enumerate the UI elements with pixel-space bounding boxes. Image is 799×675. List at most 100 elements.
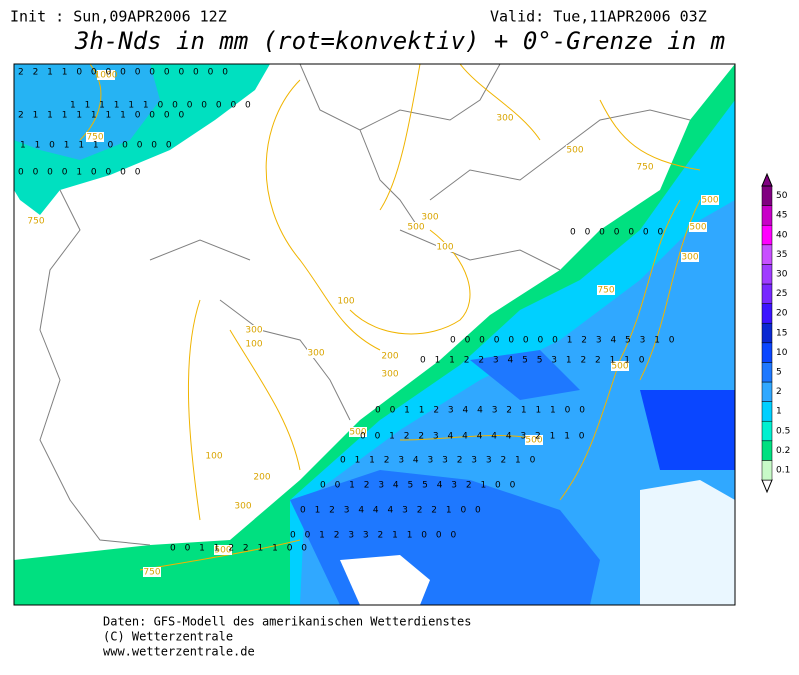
legend-swatch — [761, 460, 773, 481]
legend-label: 45 — [776, 211, 787, 221]
contour-label: 100 — [436, 243, 453, 253]
precip-digit-row: 0 0 1 1 2 3 4 4 3 2 1 1 1 0 0 — [375, 406, 588, 416]
legend-label: 5 — [776, 368, 782, 378]
precip-digit-row: 0 0 0 0 0 0 0 0 1 2 3 4 5 3 1 0 — [450, 336, 678, 346]
precip-digit-row: 0 0 1 2 3 4 5 5 4 3 2 1 0 0 — [320, 481, 518, 491]
contour-label-bg — [436, 242, 454, 252]
legend-swatch — [761, 185, 773, 206]
precip-digit-row: 0 0 1 2 2 3 4 4 4 4 4 3 2 1 1 0 — [360, 432, 588, 442]
footer-source: Daten: GFS-Modell des amerikanischen Wet… — [103, 615, 471, 629]
map-area — [14, 64, 735, 605]
precip-digit-row: 0 0 0 0 0 0 0 — [570, 228, 666, 238]
legend-label: 50 — [776, 191, 788, 201]
contour-label: 500 — [349, 428, 366, 438]
legend-swatch — [761, 244, 773, 265]
legend-label: 25 — [776, 289, 787, 299]
legend-label: 0.2 — [776, 446, 790, 456]
legend-label: 2 — [776, 387, 782, 397]
footer-url: www.wetterzentrale.de — [103, 645, 255, 659]
contour-label: 100 — [337, 297, 354, 307]
legend-top-cap — [761, 172, 773, 187]
contour-label: 500 — [566, 146, 583, 156]
contour-label-bg — [597, 285, 615, 295]
init-time: Init : Sun,09APR2006 12Z — [10, 8, 227, 26]
legend-label: 0.1 — [776, 466, 790, 476]
contour-label-bg — [245, 339, 263, 349]
contour-label-bg — [611, 361, 629, 371]
contour-label: 300 — [307, 349, 324, 359]
contour-label-bg — [337, 296, 355, 306]
precip-digit-row: 0 0 1 1 2 2 1 1 0 0 — [170, 544, 310, 554]
contour-label: 500 — [214, 546, 231, 556]
contour-label-bg — [349, 427, 367, 437]
contour-label-bg — [86, 132, 104, 142]
legend-swatch — [761, 322, 773, 344]
legend-label: 15 — [776, 328, 787, 338]
contour-label: 750 — [27, 217, 44, 227]
contour-label: 300 — [681, 253, 698, 263]
valid-time: Valid: Tue,11APR2006 03Z — [490, 8, 707, 26]
legend-swatch — [761, 283, 773, 304]
contour-label: 100 — [245, 340, 262, 350]
contour-label-bg — [205, 451, 223, 461]
contour-label: 300 — [381, 370, 398, 380]
precip-digit-row: 2 2 1 1 0 0 0 0 0 0 0 0 0 0 0 — [18, 68, 231, 78]
map-title: 3h-Nds in mm (rot=konvektiv) + 0°-Grenze… — [74, 27, 725, 55]
contour-label: 750 — [86, 133, 103, 143]
contour-label-bg — [701, 195, 719, 205]
legend-swatch — [761, 440, 773, 461]
contour-label-bg — [689, 222, 707, 232]
contour-label-bg — [381, 369, 399, 379]
contour-label: 500 — [611, 362, 628, 372]
legend-label: 35 — [776, 250, 787, 260]
contour-label-bg — [681, 252, 699, 262]
contour-label-bg — [143, 567, 161, 577]
precip-digit-row: 0 0 0 0 1 0 0 0 0 — [18, 168, 143, 178]
contour-label: 300 — [245, 326, 262, 336]
precip-digit-row: 2 1 1 1 1 1 1 1 0 0 0 0 — [18, 111, 187, 121]
legend-swatch — [761, 362, 773, 383]
legend-swatch — [761, 342, 773, 363]
legend-label: 0.5 — [776, 426, 790, 436]
contour-label: 1000 — [95, 71, 118, 81]
contour-label-bg — [421, 212, 439, 222]
contour-label-bg — [496, 113, 514, 123]
legend-bottom-cap — [761, 479, 773, 494]
legend-label: 10 — [776, 348, 788, 358]
contour-label-bg — [245, 325, 263, 335]
contour-label-bg — [636, 162, 654, 172]
contour-label: 750 — [636, 163, 653, 173]
contour-label-bg — [307, 348, 325, 358]
contour-label-bg — [234, 501, 252, 511]
contour-label-bg — [381, 351, 399, 361]
legend-swatch — [761, 381, 773, 402]
legend-swatch — [761, 401, 773, 422]
footer-copyright: (C) Wetterzentrale — [103, 630, 233, 644]
contour-label-bg — [566, 145, 584, 155]
contour-label: 750 — [597, 286, 614, 296]
legend-label: 30 — [776, 270, 788, 280]
legend-swatch — [761, 420, 773, 442]
precip-digit-row: 0 0 1 2 3 3 2 1 1 0 0 0 — [290, 531, 459, 541]
legend-label: 40 — [776, 230, 788, 240]
legend-label: 1 — [776, 407, 782, 417]
contour-label-bg — [253, 472, 271, 482]
contour-label: 300 — [234, 502, 251, 512]
legend-swatch — [761, 205, 773, 226]
contour-label: 750 — [143, 568, 160, 578]
precip-digit-row: 0 1 1 2 3 4 3 3 2 3 3 2 1 0 — [340, 456, 538, 466]
contour-label: 100 — [205, 452, 222, 462]
precip-digit-row: 1 1 1 1 1 1 0 0 0 0 0 0 0 — [70, 101, 254, 111]
contour-label: 200 — [381, 352, 398, 362]
precip-digit-row: 1 1 0 1 1 1 0 0 0 0 0 — [20, 141, 175, 151]
contour-label: 500 — [689, 223, 706, 233]
contour-label-bg — [525, 435, 543, 445]
legend-swatch — [761, 224, 773, 246]
contour-label-bg — [27, 216, 45, 226]
contour-label-bg — [407, 222, 425, 232]
map-frame — [13, 63, 736, 606]
contour-label: 500 — [525, 436, 542, 446]
contour-label: 200 — [253, 473, 270, 483]
